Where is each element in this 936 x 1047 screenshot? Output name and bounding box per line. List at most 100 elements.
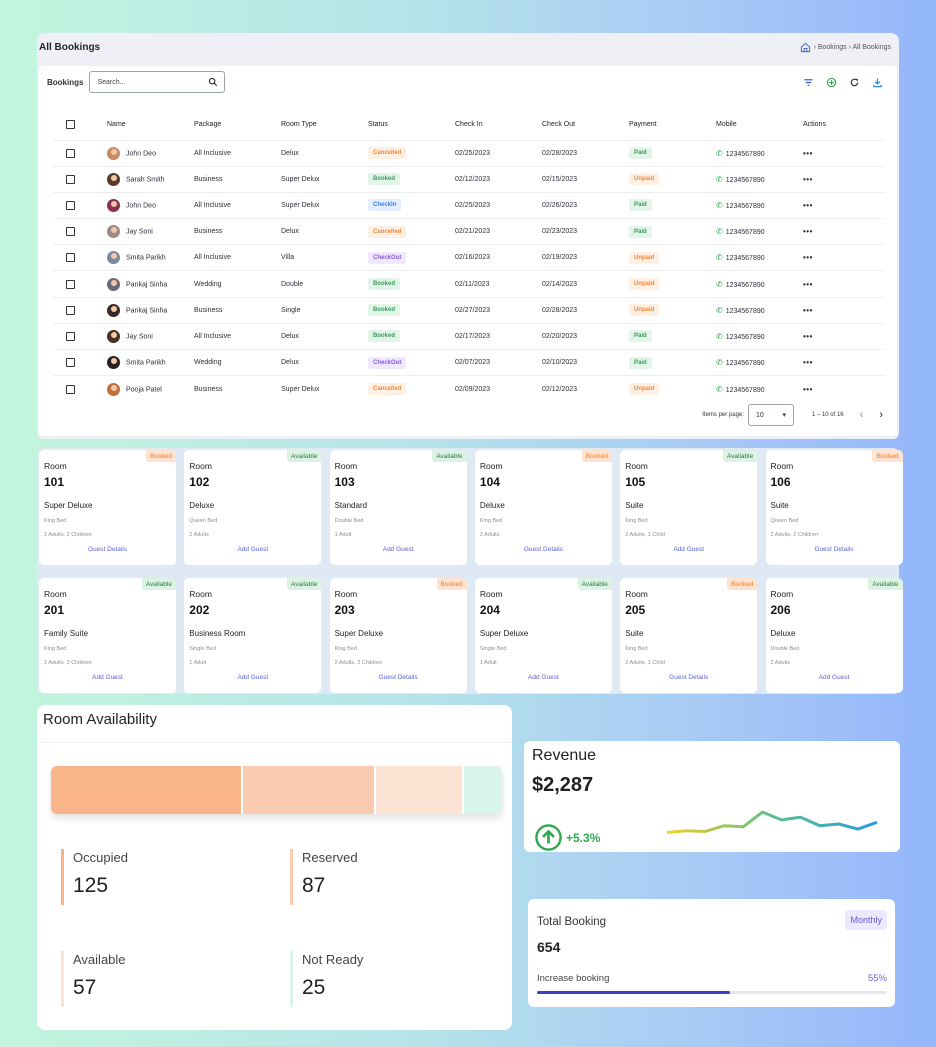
more-actions-icon[interactable]: ••• <box>803 305 813 315</box>
row-checkbox[interactable] <box>66 331 75 341</box>
table-row[interactable]: Smita Parikh All Inclusive Villa CheckOut 02… <box>53 244 885 271</box>
room-type: Deluxe <box>479 501 505 510</box>
room-type-cell: Delux <box>279 348 366 376</box>
check-in-cell: 02/09/2023 <box>453 375 540 402</box>
room-card[interactable]: Booked Room 101 Super Deluxe King Bed 2 Adult… <box>39 450 176 565</box>
room-action-link[interactable]: Add Guest <box>818 674 850 681</box>
stat-label: Available <box>73 952 126 967</box>
row-checkbox[interactable] <box>66 227 75 237</box>
table-row[interactable]: Pankaj Sinha Wedding Double Booked 02/11/202… <box>53 270 885 298</box>
row-checkbox[interactable] <box>66 358 75 368</box>
room-card[interactable]: Booked Room 106 Suite Queen Bed 2 Adults, 2 C… <box>765 450 903 565</box>
more-actions-icon[interactable]: ••• <box>803 331 813 341</box>
room-action-link[interactable]: Guest Details <box>523 546 563 553</box>
table-row[interactable]: Smita Parikh Wedding Delux CheckOut 02/07/20… <box>53 348 885 376</box>
table-row[interactable]: John Deo All Inclusive Super Delux CheckIn 0… <box>53 191 885 219</box>
page-range: 1 – 10 of 16 <box>811 412 844 418</box>
room-type-cell: Double <box>279 270 366 298</box>
room-type: Deluxe <box>189 501 215 510</box>
room-label: Room <box>625 589 648 599</box>
table-row[interactable]: Sarah Smith Business Super Delux Booked 02/1… <box>53 165 885 193</box>
room-action-link[interactable]: Add Guest <box>237 546 269 553</box>
increase-percent: 55% <box>867 973 887 984</box>
bed-type: King Bed <box>334 646 357 652</box>
col-header-payment[interactable]: Payment <box>629 121 657 129</box>
guest-name: Pankaj Sinha <box>126 307 168 315</box>
col-header-mobile[interactable]: Mobile <box>716 121 737 129</box>
more-actions-icon[interactable]: ••• <box>803 253 813 263</box>
chevron-right-icon[interactable]: › <box>879 409 883 421</box>
col-header-room-type[interactable]: Room Type <box>281 121 317 129</box>
table-row[interactable]: Jay Soni All Inclusive Delux Booked 02/17/20… <box>53 322 885 350</box>
toolbar-label: Bookings <box>47 77 84 87</box>
more-actions-icon[interactable]: ••• <box>803 358 813 368</box>
room-status-badge: Booked <box>145 450 176 462</box>
room-card[interactable]: Available Room 206 Deluxe Double Bed 2 Adults… <box>765 578 903 693</box>
row-checkbox[interactable] <box>66 305 75 315</box>
more-actions-icon[interactable]: ••• <box>803 148 813 158</box>
row-checkbox[interactable] <box>66 279 75 289</box>
room-action-link[interactable]: Add Guest <box>382 546 414 553</box>
bookings-toolbar: Bookings Search... <box>39 66 897 98</box>
filter-icon[interactable] <box>803 77 814 88</box>
row-checkbox[interactable] <box>66 200 75 210</box>
room-action-link[interactable]: Add Guest <box>673 546 705 553</box>
table-row[interactable]: John Deo All Inclusive Delux Cancelled 02/25… <box>53 139 885 167</box>
download-icon[interactable] <box>872 77 883 88</box>
room-type-cell: Delux <box>279 218 366 245</box>
row-checkbox[interactable] <box>66 384 75 394</box>
room-action-link[interactable]: Add Guest <box>528 674 559 681</box>
items-per-page-select[interactable]: 10 ▾ <box>747 404 794 426</box>
row-checkbox[interactable] <box>66 148 75 158</box>
table-row[interactable]: Pooja Patel Business Super Delux Cancelled 0… <box>53 375 885 402</box>
more-actions-icon[interactable]: ••• <box>803 227 813 237</box>
more-actions-icon[interactable]: ••• <box>803 384 813 394</box>
check-in-cell: 02/16/2023 <box>453 244 540 271</box>
row-checkbox[interactable] <box>66 253 75 263</box>
room-card[interactable]: Available Room 103 Standard Double Bed 1 Adul… <box>329 450 467 565</box>
more-actions-icon[interactable]: ••• <box>803 174 813 184</box>
room-card[interactable]: Available Room 102 Deluxe Queen Bed 2 Adults A… <box>184 450 322 565</box>
check-in-cell: 02/21/2023 <box>453 218 540 245</box>
room-action-link[interactable]: Guest Details <box>378 674 418 681</box>
home-icon[interactable] <box>800 42 811 53</box>
refresh-icon[interactable] <box>849 77 860 88</box>
add-circle-icon[interactable] <box>826 77 837 88</box>
col-header-name[interactable]: Name <box>107 121 126 129</box>
table-row[interactable]: Pankaj Sinha Business Single Booked 02/27/20… <box>53 296 885 324</box>
availability-title: Room Availability <box>37 705 512 743</box>
room-card[interactable]: Available Room 105 Suite King Bed 2 Adults, 1… <box>620 450 758 565</box>
col-header-status[interactable]: Status <box>368 121 388 129</box>
room-action-link[interactable]: Add Guest <box>237 674 269 681</box>
room-action-link[interactable]: Guest Details <box>669 674 709 681</box>
col-header-package[interactable]: Package <box>194 121 222 129</box>
room-action-link[interactable]: Guest Details <box>814 546 854 553</box>
more-actions-icon[interactable]: ••• <box>803 200 813 210</box>
availability-segment <box>51 766 243 814</box>
breadcrumb-path[interactable]: › Bookings › All Bookings <box>813 43 891 51</box>
package-cell: Wedding <box>192 270 279 298</box>
room-card[interactable]: Available Room 202 Business Room Single Bed 1… <box>184 578 322 693</box>
package-cell: Business <box>192 165 279 193</box>
mobile-number: 1234567890 <box>725 333 765 341</box>
select-all-checkbox[interactable] <box>66 120 75 130</box>
more-actions-icon[interactable]: ••• <box>803 279 813 289</box>
room-card[interactable]: Booked Room 203 Super Deluxe King Bed 2 Adult… <box>329 578 467 693</box>
col-header-check-out[interactable]: Check Out <box>542 121 576 129</box>
search-input[interactable]: Search... <box>89 71 226 93</box>
check-out-cell: 02/12/2023 <box>540 375 627 402</box>
period-button[interactable]: Monthly <box>845 910 887 930</box>
room-card[interactable]: Available Room 204 Super Deluxe Single Bed 1 … <box>474 578 612 693</box>
chevron-left-icon[interactable]: ‹ <box>859 409 864 421</box>
row-checkbox[interactable] <box>66 174 75 184</box>
table-row[interactable]: Jay Soni Business Delux Cancelled 02/21/2023… <box>53 218 885 245</box>
room-card[interactable]: Booked Room 104 Deluxe King Bed 2 Adults Guest… <box>474 450 612 565</box>
room-action-link[interactable]: Add Guest <box>92 674 123 681</box>
col-header-check-in[interactable]: Check In <box>455 121 483 129</box>
room-card[interactable]: Booked Room 205 Suite King Bed 2 Adults, 1 Ch… <box>620 578 758 693</box>
room-action-link[interactable]: Guest Details <box>87 546 128 553</box>
occupancy: 1 Adult <box>479 660 497 666</box>
revenue-sparkline <box>666 810 878 834</box>
room-card[interactable]: Available Room 201 Family Suite King Bed 2 Ad… <box>39 578 176 693</box>
availability-segment <box>242 766 377 814</box>
